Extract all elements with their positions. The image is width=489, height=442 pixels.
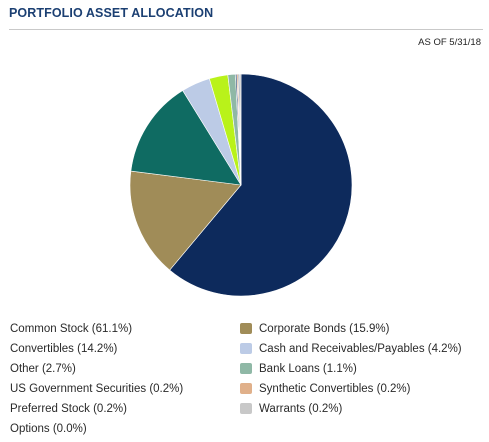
- legend-label: Options (0.0%): [10, 423, 87, 435]
- legend-label: US Government Securities (0.2%): [10, 383, 184, 395]
- legend-swatch: [240, 363, 252, 374]
- as-of-date: AS OF 5/31/18: [418, 37, 481, 48]
- pie-chart: [129, 73, 353, 297]
- pie-slice-convertibles[interactable]: [130, 90, 242, 186]
- legend-label: Cash and Receivables/Payables (4.2%): [259, 343, 462, 355]
- legend-label: Synthetic Convertibles (0.2%): [259, 383, 411, 395]
- legend-swatch: [240, 323, 252, 334]
- legend-label: Corporate Bonds (15.9%): [259, 323, 390, 335]
- chart-title: PORTFOLIO ASSET ALLOCATION: [9, 6, 214, 20]
- pie-slice-warrants[interactable]: [239, 73, 242, 186]
- title-divider: [9, 29, 483, 30]
- pie-slice-corporate-bonds[interactable]: [129, 170, 242, 271]
- legend-swatch: [240, 403, 252, 414]
- legend-swatch: [240, 383, 252, 394]
- legend-label: Convertibles (14.2%): [10, 343, 118, 355]
- legend-label: Warrants (0.2%): [259, 403, 343, 415]
- legend-label: Preferred Stock (0.2%): [10, 403, 127, 415]
- legend-label: Bank Loans (1.1%): [259, 363, 357, 375]
- legend-label: Other (2.7%): [10, 363, 76, 375]
- pie-slice-common-stock[interactable]: [169, 73, 353, 297]
- legend-label: Common Stock (61.1%): [10, 323, 133, 335]
- legend-swatch: [240, 343, 252, 354]
